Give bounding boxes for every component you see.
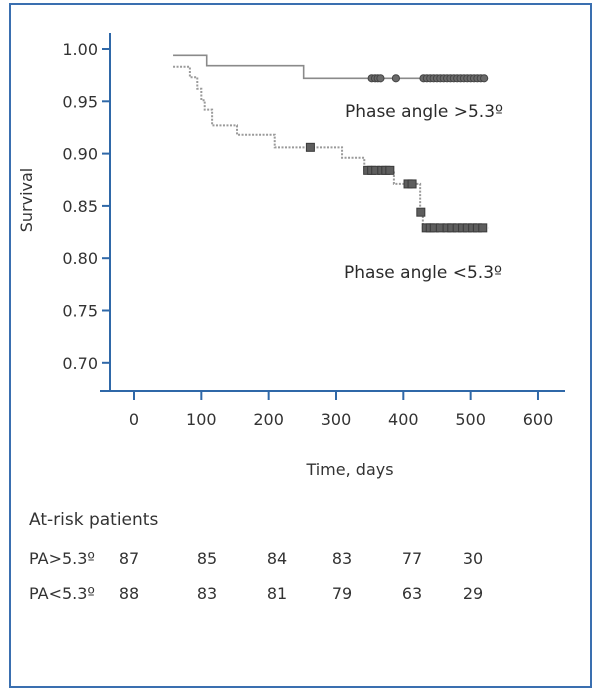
censor-mark bbox=[480, 74, 489, 83]
censor-mark bbox=[385, 165, 395, 175]
at-risk-row: PA>5.3º 87 85 84 83 77 30 bbox=[29, 549, 589, 571]
at-risk-row-label: PA>5.3º bbox=[29, 549, 95, 568]
x-tick-label: 600 bbox=[523, 410, 554, 429]
curve-label-high-pa: Phase angle >5.3º bbox=[345, 102, 503, 122]
censor-marks bbox=[305, 74, 489, 233]
figure-frame bbox=[9, 3, 592, 688]
censor-mark bbox=[416, 207, 426, 217]
x-tick-label: 300 bbox=[321, 410, 352, 429]
at-risk-cell: 63 bbox=[401, 584, 423, 603]
x-tick-label: 400 bbox=[388, 410, 419, 429]
y-tick-label: 0.80 bbox=[62, 249, 98, 268]
at-risk-cell: 30 bbox=[462, 549, 484, 568]
at-risk-cell: 88 bbox=[118, 584, 140, 603]
x-tick-label: 500 bbox=[455, 410, 486, 429]
x-axis-title: Time, days bbox=[305, 460, 393, 479]
at-risk-cell: 87 bbox=[118, 549, 140, 568]
at-risk-cell: 77 bbox=[401, 549, 423, 568]
at-risk-cell: 81 bbox=[266, 584, 288, 603]
censor-mark bbox=[376, 74, 385, 83]
x-tick-label: 0 bbox=[129, 410, 139, 429]
y-tick-label: 1.00 bbox=[62, 40, 98, 59]
survival-curve-low-pa bbox=[173, 65, 489, 229]
x-tick-label: 100 bbox=[186, 410, 217, 429]
censor-mark bbox=[391, 74, 401, 83]
axes: 1.00 0.95 0.90 0.85 0.80 0.75 0.70 0 100 200 300 40… bbox=[62, 33, 565, 429]
at-risk-cell: 79 bbox=[331, 584, 353, 603]
at-risk-cell: 84 bbox=[266, 549, 288, 568]
at-risk-row-label: PA<5.3º bbox=[29, 584, 95, 603]
at-risk-row: PA<5.3º 88 83 81 79 63 29 bbox=[29, 584, 589, 606]
at-risk-cell: 83 bbox=[331, 549, 353, 568]
y-tick-label: 0.85 bbox=[62, 197, 98, 216]
curves bbox=[173, 54, 489, 229]
at-risk-cell: 83 bbox=[196, 584, 218, 603]
at-risk-title: At-risk patients bbox=[29, 510, 159, 530]
y-tick-label: 0.90 bbox=[62, 145, 98, 164]
censor-mark bbox=[305, 142, 315, 152]
censor-mark bbox=[478, 223, 488, 233]
y-tick-label: 0.75 bbox=[62, 302, 98, 321]
at-risk-cell: 85 bbox=[196, 549, 218, 568]
y-tick-label: 0.70 bbox=[62, 354, 98, 373]
at-risk-cell: 29 bbox=[462, 584, 484, 603]
y-axis-title: Survival bbox=[17, 168, 36, 233]
survival-curve-high-pa bbox=[173, 54, 489, 80]
curve-label-low-pa: Phase angle <5.3º bbox=[344, 263, 502, 283]
x-tick-label: 200 bbox=[253, 410, 284, 429]
censor-mark bbox=[407, 179, 417, 189]
y-tick-label: 0.95 bbox=[62, 92, 98, 111]
